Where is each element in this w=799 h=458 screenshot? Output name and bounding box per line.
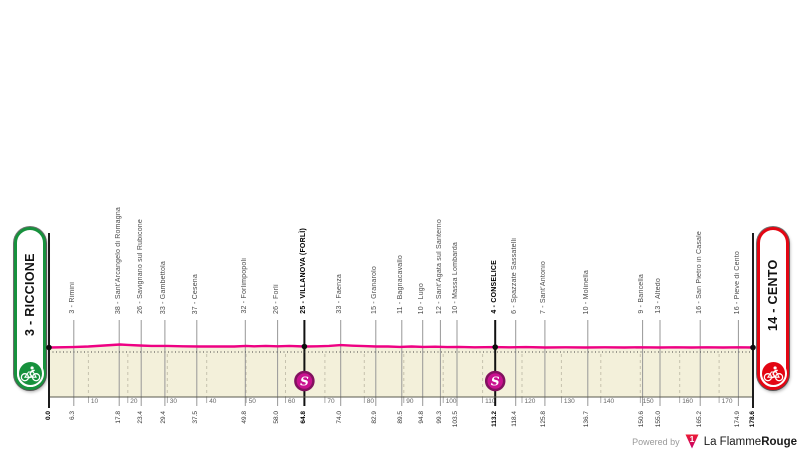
axis-tick-label: 110: [485, 398, 496, 405]
km-label: 49.8: [240, 411, 248, 424]
km-label: 17.8: [114, 411, 122, 424]
finish-label: 14 - CENTO: [766, 259, 780, 331]
km-label: 89.5: [397, 411, 405, 424]
waypoint-label: 7 - Sant’Antonio: [540, 260, 548, 314]
km-label: 94.8: [418, 411, 426, 424]
km-label: 165.2: [695, 411, 703, 428]
footer: Powered by 1 La FlammeRouge: [632, 433, 797, 450]
axis-tick-label: 150: [643, 398, 654, 405]
start-marker: 3 - RICCIONE: [14, 227, 46, 390]
route-point-dot: [301, 343, 308, 350]
waypoint-label: 33 - Faenza: [336, 274, 344, 314]
powered-by-text: Powered by: [632, 436, 680, 447]
brand-suffix: Rouge: [761, 435, 797, 448]
axis-tick-label: 20: [130, 398, 138, 405]
brand-prefix: La Flamme: [703, 435, 762, 448]
waypoint-label: 33 - Gambettola: [160, 260, 168, 314]
km-label: 6.3: [69, 411, 77, 421]
waypoint-label: 32 - Forlimpopoli: [240, 258, 248, 314]
axis-tick-label: 10: [91, 398, 99, 405]
waypoint-label: 25 - VILLANOVA (FORLÌ): [299, 228, 307, 314]
finish-marker: 14 - CENTO: [757, 227, 789, 390]
elevation-profile-line: [47, 343, 755, 349]
km-label: 150.6: [638, 411, 646, 428]
km-label: 113.2: [490, 411, 498, 427]
finish-cyclist-icon: [759, 360, 787, 387]
km-label: 29.4: [160, 411, 168, 424]
waypoint-label: 16 - San Pietro in Casale: [695, 231, 703, 314]
km-label: 118.4: [511, 411, 519, 427]
start-label: 3 - RICCIONE: [23, 253, 37, 337]
laflammerouge-logo-icon: 1: [685, 434, 699, 450]
waypoint-label: 37 - Cesena: [192, 273, 200, 314]
km-label: 155.0: [655, 411, 663, 428]
waypoint-label: 15 - Granarolo: [371, 266, 379, 314]
km-label: 136.7: [583, 411, 591, 428]
waypoint-label: 4 - CONSELICE: [490, 260, 498, 314]
km-label: 99.3: [435, 411, 443, 424]
waypoint-label: 3 - Rimini: [69, 282, 77, 314]
km-label: 125.8: [540, 411, 548, 428]
axis-tick-label: 120: [525, 398, 536, 405]
sprint-icon: [294, 370, 315, 392]
axis-tick-label: 50: [249, 398, 257, 405]
sprint-icon-letter: S: [491, 375, 500, 389]
axis-tick-label: 130: [564, 398, 575, 405]
axis-tick-label: 30: [170, 398, 178, 405]
waypoint-label: 26 - Forlì: [273, 283, 281, 314]
waypoint-label: 26 - Savignano sul Rubicone: [136, 219, 144, 314]
start-cyclist-icon: [16, 360, 44, 387]
axis-tick-label: 70: [327, 398, 335, 405]
km-label: 174.9: [733, 411, 741, 428]
brand-text: La FlammeRouge: [704, 436, 797, 448]
waypoint-label: 12 - Sant’Agata sul Santerno: [435, 218, 443, 314]
km-label: 74.0: [336, 411, 344, 424]
km-label: 0.0: [44, 411, 52, 421]
axis-tick-label: 170: [722, 398, 733, 405]
km-label: 58.0: [273, 411, 281, 424]
km-label: 178.6: [748, 411, 756, 428]
km-label: 103.5: [452, 411, 460, 428]
km-label: 82.9: [371, 411, 379, 424]
waypoint-label: 6 - Spazzate Sassatelli: [511, 238, 519, 314]
route-point-dot: [750, 344, 756, 351]
route-point-dot: [492, 344, 499, 350]
sprint-icon-letter: S: [300, 375, 309, 389]
axis-tick-label: 100: [446, 398, 457, 405]
axis-tick-label: 60: [288, 398, 296, 405]
axis-tick-label: 160: [682, 398, 693, 405]
route-point-dot: [46, 344, 52, 351]
waypoint-label: 16 - Pieve di Cento: [733, 250, 741, 314]
svg-text:1: 1: [689, 434, 694, 444]
km-label: 23.4: [136, 411, 144, 424]
waypoint-label: 13 - Altedo: [655, 278, 663, 314]
axis-tick-label: 80: [367, 398, 375, 405]
waypoint-label: 10 - Molinella: [583, 269, 591, 314]
sprint-icon: [484, 370, 506, 392]
waypoint-label: 11 - Bagnacavallo: [397, 255, 405, 314]
elevation-profile-area: [49, 344, 753, 397]
km-label: 37.5: [192, 411, 200, 424]
axis-tick-label: 90: [406, 398, 414, 405]
waypoint-label: 9 - Baricella: [638, 274, 646, 314]
km-label: 64.8: [299, 411, 307, 424]
axis-tick-label: 40: [209, 398, 217, 405]
waypoint-label: 10 - Massa Lombarda: [452, 242, 460, 314]
waypoint-label: 38 - Sant’Arcangelo di Romagna: [114, 206, 122, 314]
waypoint-label: 10 - Lugo: [418, 282, 426, 314]
axis-tick-label: 140: [603, 398, 614, 405]
